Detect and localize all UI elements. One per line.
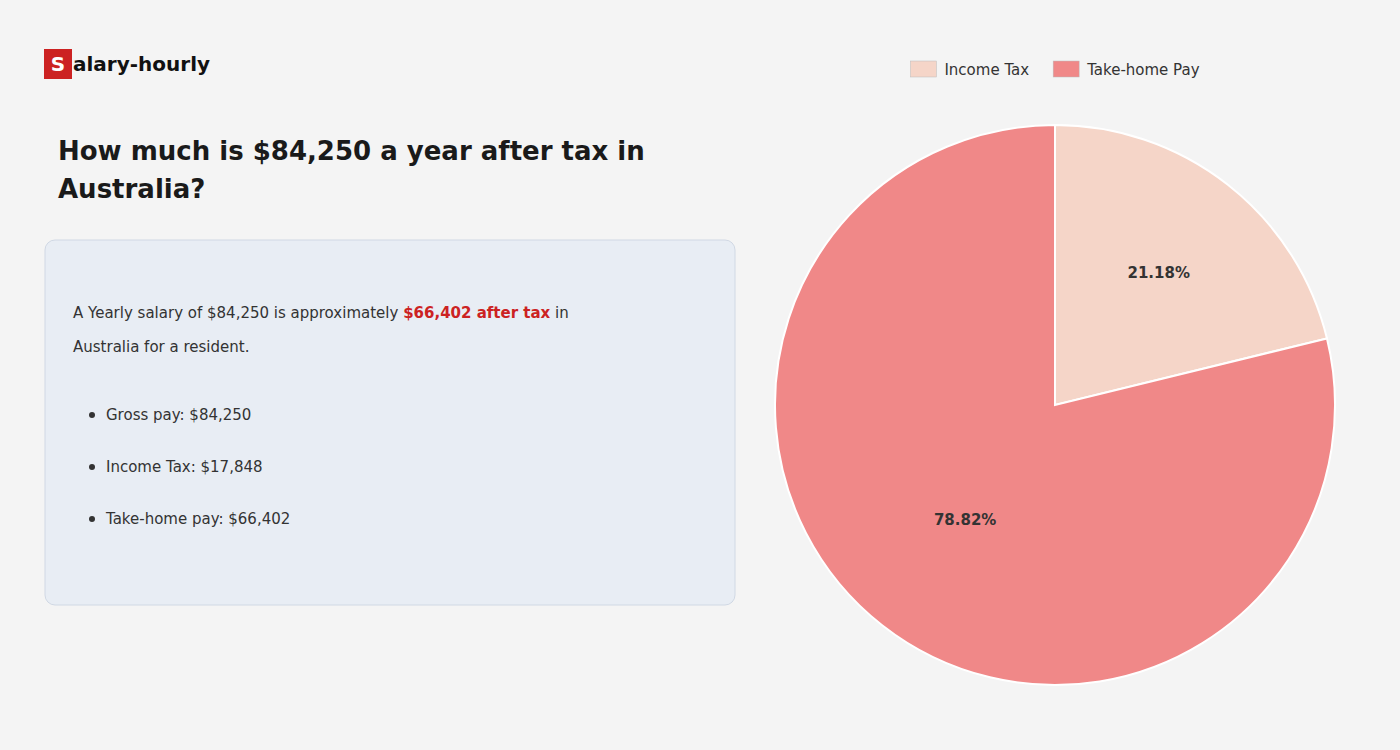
- bullet-text: Take-home pay: $66,402: [105, 510, 290, 528]
- summary-text: in: [550, 304, 568, 322]
- logo: Salary-hourly: [44, 49, 210, 79]
- title: How much is $84,250 a year after tax in A…: [58, 136, 645, 204]
- summary-highlight: $66,402 after tax: [403, 304, 550, 322]
- legend-swatch: [1053, 61, 1079, 77]
- bullet: [89, 412, 95, 418]
- logo-letter: S: [51, 52, 65, 76]
- legend-item: Take-home Pay: [1053, 61, 1200, 79]
- summary-line: Australia for a resident.: [73, 338, 249, 356]
- data-labels: 21.18% 78.82%: [934, 264, 1190, 529]
- bullet: [89, 464, 95, 470]
- bullet-text: Income Tax: $17,848: [106, 458, 263, 476]
- legend-item: Income Tax: [910, 61, 1029, 79]
- legend-label: Take-home Pay: [1086, 61, 1200, 79]
- background: [0, 0, 1400, 750]
- summary-text: A Yearly salary of $84,250 is approximat…: [73, 304, 403, 322]
- legend: Income Tax Take-home Pay: [910, 61, 1199, 79]
- legend-label: Income Tax: [944, 61, 1029, 79]
- chart: Salary-hourly How much is $84,250 a year …: [0, 0, 1400, 750]
- legend-swatch: [910, 61, 936, 77]
- summary-line: A Yearly salary of $84,250 is approximat…: [73, 304, 569, 322]
- data-label: 78.82%: [934, 511, 996, 529]
- title-line: How much is $84,250 a year after tax in: [58, 136, 645, 166]
- info-box: [45, 240, 735, 605]
- pie-slice: [775, 125, 1335, 685]
- bullet: [89, 516, 95, 522]
- pie: [775, 125, 1335, 685]
- logo-text: alary-hourly: [73, 52, 210, 76]
- data-label: 21.18%: [1127, 264, 1189, 282]
- bullet-text: Gross pay: $84,250: [106, 406, 251, 424]
- logo-box: [44, 49, 72, 79]
- title-line: Australia?: [58, 174, 205, 204]
